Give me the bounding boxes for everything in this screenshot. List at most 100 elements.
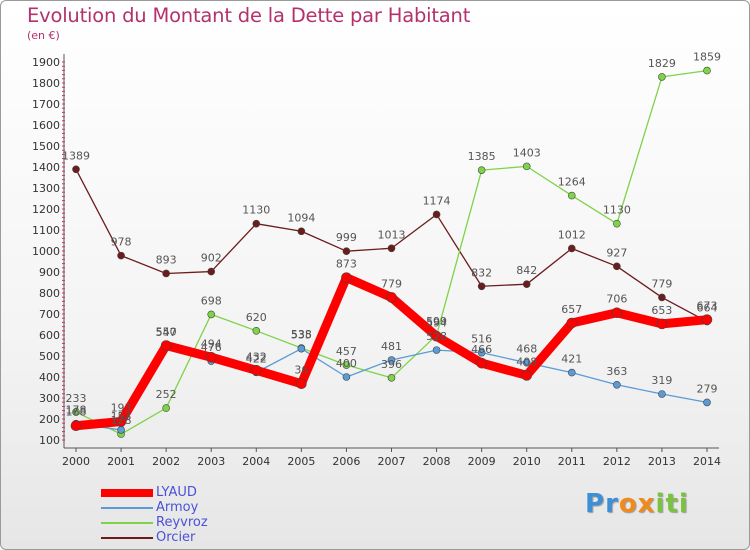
x-tick-label: 2008: [423, 455, 451, 468]
data-label: 178: [66, 404, 87, 417]
data-point: [476, 357, 487, 369]
logo-letter: o: [618, 489, 638, 519]
legend-swatch: [101, 507, 153, 509]
logo-letter: i: [678, 489, 689, 519]
data-label: 1130: [603, 204, 631, 217]
x-tick-label: 2005: [287, 455, 315, 468]
data-label: 153: [111, 410, 132, 423]
data-point: [72, 408, 80, 416]
data-point: [613, 219, 621, 228]
data-point: [387, 374, 396, 382]
data-label: 36: [294, 364, 308, 377]
data-label: 664: [697, 302, 718, 315]
data-label: 1859: [693, 51, 721, 64]
chart-subtitle: (en €): [27, 29, 60, 42]
y-tick-label: 1900: [32, 56, 60, 69]
data-label: 535: [291, 329, 312, 342]
y-tick-label: 1200: [32, 203, 60, 216]
data-point: [566, 317, 578, 329]
y-tick-label: 100: [39, 434, 60, 447]
data-point: [387, 244, 396, 253]
y-tick-label: 700: [39, 308, 60, 321]
legend-swatch: [101, 489, 153, 497]
data-point: [252, 219, 261, 228]
chart-title: Evolution du Montant de la Dette par Hab…: [27, 4, 471, 27]
y-tick-label: 1100: [32, 224, 60, 237]
y-tick-label: 500: [39, 350, 60, 363]
data-point: [207, 267, 216, 276]
data-label: 432: [246, 350, 267, 363]
x-tick-label: 2010: [513, 455, 541, 468]
data-label: 698: [201, 294, 222, 307]
y-tick-label: 800: [39, 287, 60, 300]
data-point: [432, 210, 441, 219]
data-point: [477, 166, 486, 174]
data-label: 1012: [558, 228, 586, 241]
y-tick-label: 600: [39, 329, 60, 342]
x-tick-label: 2004: [242, 455, 270, 468]
data-point: [296, 378, 307, 390]
logo-letter: r: [605, 489, 619, 519]
data-point: [250, 364, 262, 376]
data-label: 468: [516, 343, 537, 356]
data-point: [432, 346, 441, 354]
data-point: [521, 370, 533, 381]
data-point: [522, 358, 531, 367]
data-label: 842: [516, 264, 537, 277]
data-label: 1130: [242, 204, 270, 217]
data-label: 706: [606, 293, 627, 306]
data-label: 893: [156, 253, 177, 266]
data-point: [656, 318, 668, 330]
y-tick-label: 300: [39, 392, 60, 405]
y-tick-label: 1400: [32, 161, 60, 174]
data-point: [613, 262, 621, 271]
data-label: 396: [381, 358, 402, 371]
data-label: 476: [201, 341, 222, 354]
legend-label: LYAUD: [156, 485, 197, 500]
logo-letter: t: [665, 489, 679, 519]
data-point: [387, 356, 396, 364]
legend-swatch: [101, 522, 153, 524]
data-label: 657: [561, 303, 582, 316]
data-point: [162, 404, 170, 412]
data-label: 400: [336, 357, 357, 370]
x-tick-label: 2007: [378, 455, 406, 468]
y-tick-label: 1500: [32, 140, 60, 153]
logo-letter: i: [655, 489, 666, 519]
data-label: 128: [111, 414, 132, 427]
data-point: [341, 272, 352, 283]
data-label: 1389: [62, 149, 90, 162]
y-tick-label: 400: [39, 371, 60, 384]
x-tick-label: 2003: [197, 455, 225, 468]
data-label: 902: [201, 252, 222, 265]
data-label: 1385: [468, 150, 496, 163]
data-label: 494: [201, 337, 222, 350]
data-point: [160, 340, 172, 351]
data-label: 466: [471, 343, 492, 356]
data-point: [613, 380, 621, 389]
data-point: [342, 373, 351, 381]
data-label: 528: [426, 330, 447, 343]
x-tick-label: 2013: [648, 455, 676, 468]
data-point: [701, 314, 713, 325]
data-point: [703, 398, 711, 407]
data-point: [567, 191, 576, 200]
data-point: [117, 251, 125, 260]
y-tick-label: 1300: [32, 182, 60, 195]
data-point: [658, 73, 666, 81]
data-label: 620: [246, 311, 267, 324]
data-point: [703, 66, 711, 75]
data-label: 233: [66, 392, 87, 405]
y-tick-label: 900: [39, 266, 60, 279]
data-label: 927: [606, 246, 627, 259]
data-point: [252, 326, 261, 335]
y-tick-label: 1600: [32, 119, 60, 132]
y-tick-label: 1800: [32, 77, 60, 90]
y-tick-label: 1000: [32, 245, 60, 258]
data-point: [342, 361, 351, 369]
data-point: [72, 165, 80, 174]
data-label: 1094: [287, 211, 315, 224]
x-tick-label: 2006: [332, 455, 360, 468]
